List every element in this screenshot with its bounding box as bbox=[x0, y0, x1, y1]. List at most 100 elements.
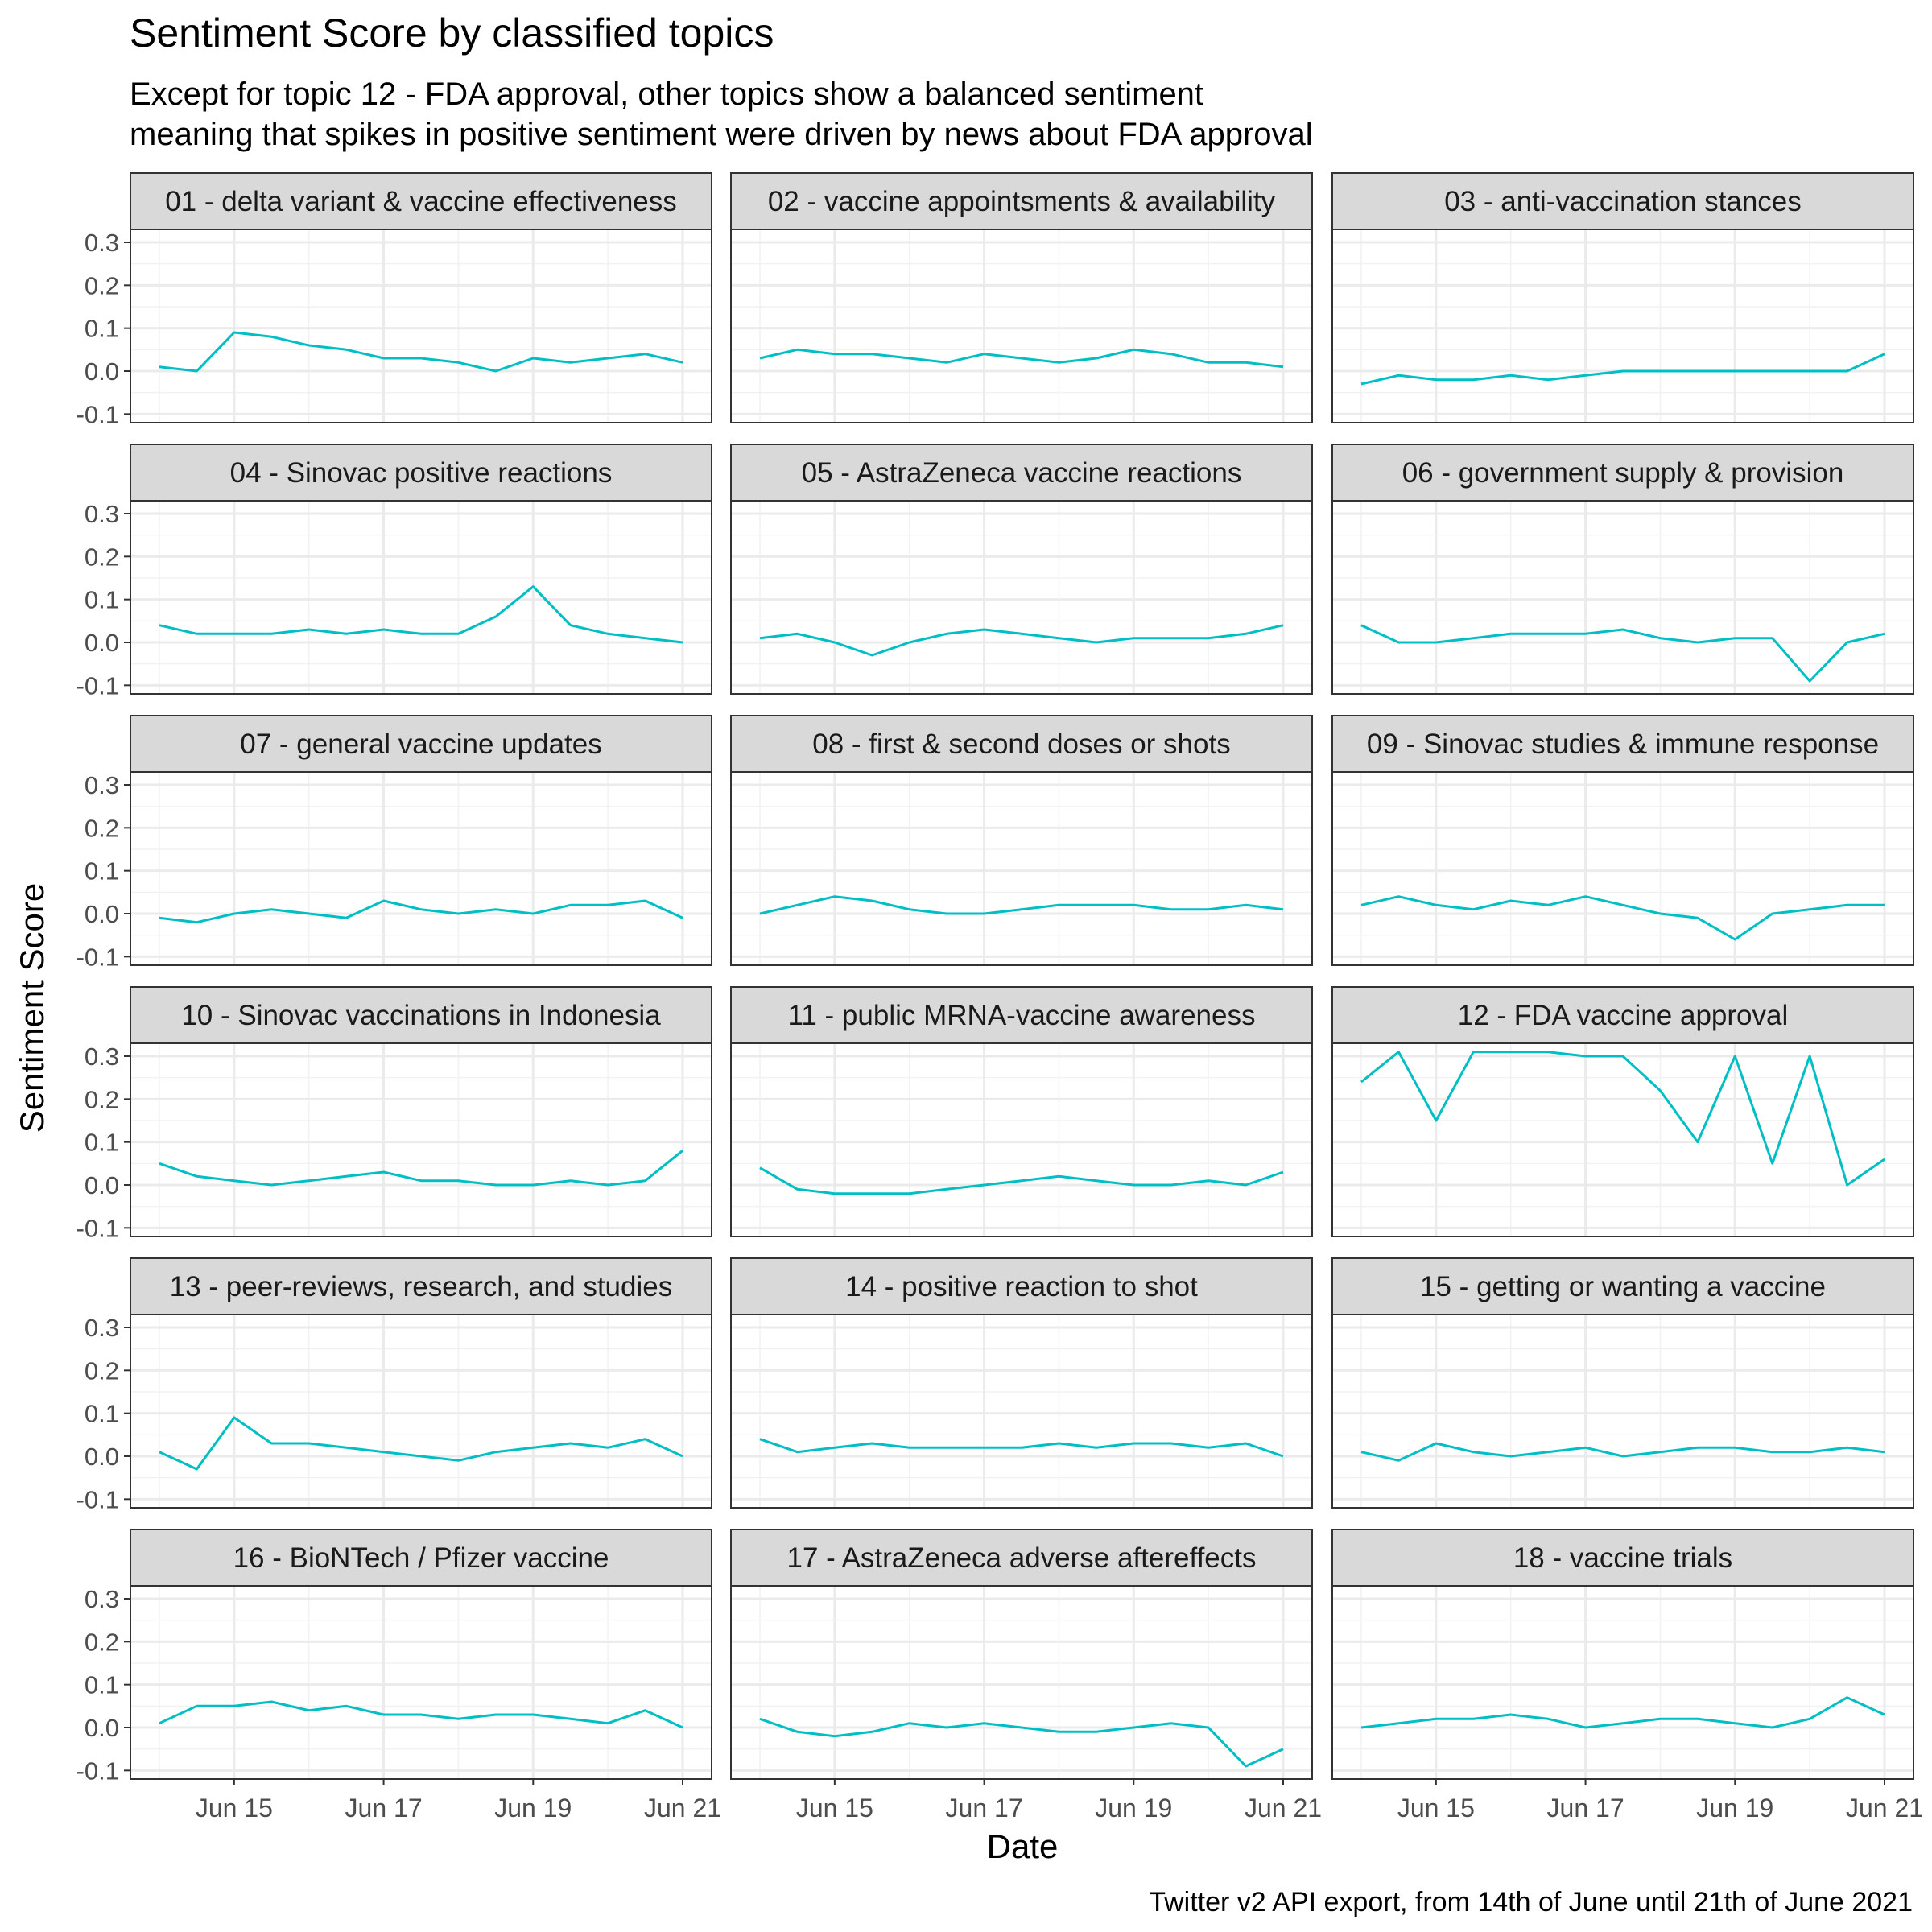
y-tick-label: 0.1 bbox=[85, 315, 119, 343]
x-tick-label: Jun 17 bbox=[946, 1794, 1023, 1823]
panel-border bbox=[1331, 1585, 1914, 1780]
y-tick-label: 0.1 bbox=[85, 1129, 119, 1157]
series-line bbox=[159, 331, 683, 373]
facet-strip-label: 17 - AstraZeneca adverse aftereffects bbox=[786, 1542, 1256, 1574]
panel-border bbox=[730, 1314, 1313, 1509]
series-line bbox=[1360, 1442, 1885, 1462]
y-axis-title: Sentiment Score bbox=[13, 883, 51, 1133]
series-line bbox=[1360, 624, 1885, 683]
y-tick-label: 0.0 bbox=[85, 900, 119, 928]
chart-subtitle-line-2: meaning that spikes in positive sentimen… bbox=[130, 117, 1313, 152]
facet-strip-label: 12 - FDA vaccine approval bbox=[1458, 1000, 1788, 1031]
y-tick-label: 0.3 bbox=[85, 1314, 119, 1342]
panel-background bbox=[731, 1315, 1312, 1508]
panel-background bbox=[1332, 229, 1913, 423]
x-tick-label: Jun 19 bbox=[1095, 1794, 1172, 1823]
panel-background bbox=[731, 229, 1312, 423]
panel-border bbox=[130, 1314, 712, 1509]
panel-background bbox=[1332, 772, 1913, 965]
series-line bbox=[759, 1717, 1284, 1768]
facet-panel: 13 - peer-reviews, research, and studies… bbox=[76, 1257, 712, 1513]
series-line bbox=[759, 895, 1284, 915]
facet-strip-label: 16 - BioNTech / Pfizer vaccine bbox=[233, 1542, 609, 1574]
panel-background bbox=[731, 501, 1312, 694]
y-tick-label: 0.2 bbox=[85, 271, 119, 299]
facet-panel: 08 - first & second doses or shots bbox=[730, 715, 1313, 966]
y-tick-label: -0.1 bbox=[76, 400, 119, 428]
panel-border bbox=[130, 771, 712, 966]
x-tick-label: Jun 15 bbox=[1397, 1794, 1475, 1823]
panel-border bbox=[1331, 1314, 1914, 1509]
panel-border bbox=[730, 500, 1313, 695]
x-tick-label: Jun 15 bbox=[196, 1794, 273, 1823]
series-line bbox=[159, 1700, 683, 1729]
y-tick-label: -0.1 bbox=[76, 943, 119, 971]
y-tick-label: 0.2 bbox=[85, 543, 119, 571]
chart-title: Sentiment Score by classified topics bbox=[130, 10, 774, 56]
facet-panel: 15 - getting or wanting a vaccine bbox=[1331, 1257, 1914, 1509]
facet-panel: 02 - vaccine appointsments & availabilit… bbox=[730, 172, 1313, 423]
panel-background bbox=[1332, 1043, 1913, 1236]
series-line bbox=[759, 1438, 1284, 1458]
panel-background bbox=[731, 772, 1312, 965]
y-tick-label: 0.3 bbox=[85, 771, 119, 799]
facet-panel: 09 - Sinovac studies & immune response bbox=[1331, 715, 1914, 966]
y-tick-label: 0.2 bbox=[85, 1085, 119, 1113]
series-line bbox=[159, 1150, 683, 1187]
x-tick-label: Jun 19 bbox=[1696, 1794, 1773, 1823]
facet-strip bbox=[130, 444, 712, 502]
panel-border bbox=[130, 500, 712, 695]
facet-panel: 07 - general vaccine updates -0.1 0.0 0.1 0.… bbox=[76, 715, 712, 971]
facet-strip bbox=[730, 444, 1313, 502]
facet-strip-label: 02 - vaccine appointsments & availabilit… bbox=[768, 186, 1276, 217]
series-line bbox=[759, 348, 1284, 369]
y-tick-label: 0.1 bbox=[85, 1671, 119, 1699]
panel-background bbox=[731, 1043, 1312, 1236]
y-tick-label: 0.1 bbox=[85, 586, 119, 614]
series-line bbox=[1360, 1051, 1885, 1187]
facet-strip bbox=[130, 1257, 712, 1315]
facet-strip-label: 06 - government supply & provision bbox=[1402, 457, 1844, 489]
facet-strip-label: 13 - peer-reviews, research, and studies bbox=[170, 1271, 672, 1302]
x-tick-label: Jun 21 bbox=[1245, 1794, 1322, 1823]
y-tick-label: 0.0 bbox=[85, 1443, 119, 1471]
panel-background bbox=[130, 1315, 712, 1508]
panel-border bbox=[1331, 771, 1914, 966]
facet-panel: 12 - FDA vaccine approval bbox=[1331, 986, 1914, 1237]
x-tick-label: Jun 21 bbox=[1846, 1794, 1923, 1823]
x-tick-label: Jun 21 bbox=[644, 1794, 721, 1823]
facet-strip bbox=[730, 986, 1313, 1044]
facet-strip-label: 09 - Sinovac studies & immune response bbox=[1367, 729, 1879, 760]
facet-strip-label: 15 - getting or wanting a vaccine bbox=[1420, 1271, 1826, 1302]
facet-panel: 01 - delta variant & vaccine effectivene… bbox=[76, 172, 712, 428]
facet-panel: 06 - government supply & provision bbox=[1331, 444, 1914, 695]
y-tick-label: -0.1 bbox=[76, 671, 119, 700]
series-line bbox=[159, 1416, 683, 1471]
y-tick-label: 0.3 bbox=[85, 1585, 119, 1613]
x-tick-label: Jun 17 bbox=[1547, 1794, 1624, 1823]
panel-border bbox=[130, 229, 712, 423]
series-line bbox=[1360, 1696, 1885, 1729]
series-line bbox=[1360, 353, 1885, 386]
facet-strip-label: 04 - Sinovac positive reactions bbox=[230, 457, 613, 489]
facet-panels: 01 - delta variant & vaccine effectivene… bbox=[76, 172, 1923, 1823]
facet-strip bbox=[1331, 1529, 1914, 1587]
series-line bbox=[159, 899, 683, 924]
panel-background bbox=[130, 229, 712, 423]
y-tick-label: -0.1 bbox=[76, 1214, 119, 1242]
series-line bbox=[759, 1166, 1284, 1195]
y-tick-label: 0.0 bbox=[85, 1714, 119, 1742]
facet-strip-label: 14 - positive reaction to shot bbox=[845, 1271, 1198, 1302]
panel-border bbox=[730, 1042, 1313, 1237]
facet-panel: 11 - public MRNA-vaccine awareness bbox=[730, 986, 1313, 1237]
panel-background bbox=[1332, 1315, 1913, 1508]
facet-strip bbox=[130, 715, 712, 773]
panel-border bbox=[130, 1042, 712, 1237]
y-tick-label: 0.1 bbox=[85, 1400, 119, 1428]
facet-panel: 18 - vaccine trials Jun 15 Jun 17 Jun 19 Jun… bbox=[1331, 1529, 1923, 1823]
facet-strip bbox=[730, 1529, 1313, 1587]
y-tick-label: -0.1 bbox=[76, 1485, 119, 1513]
y-tick-label: 0.0 bbox=[85, 1171, 119, 1199]
facet-strip-label: 08 - first & second doses or shots bbox=[812, 729, 1230, 760]
